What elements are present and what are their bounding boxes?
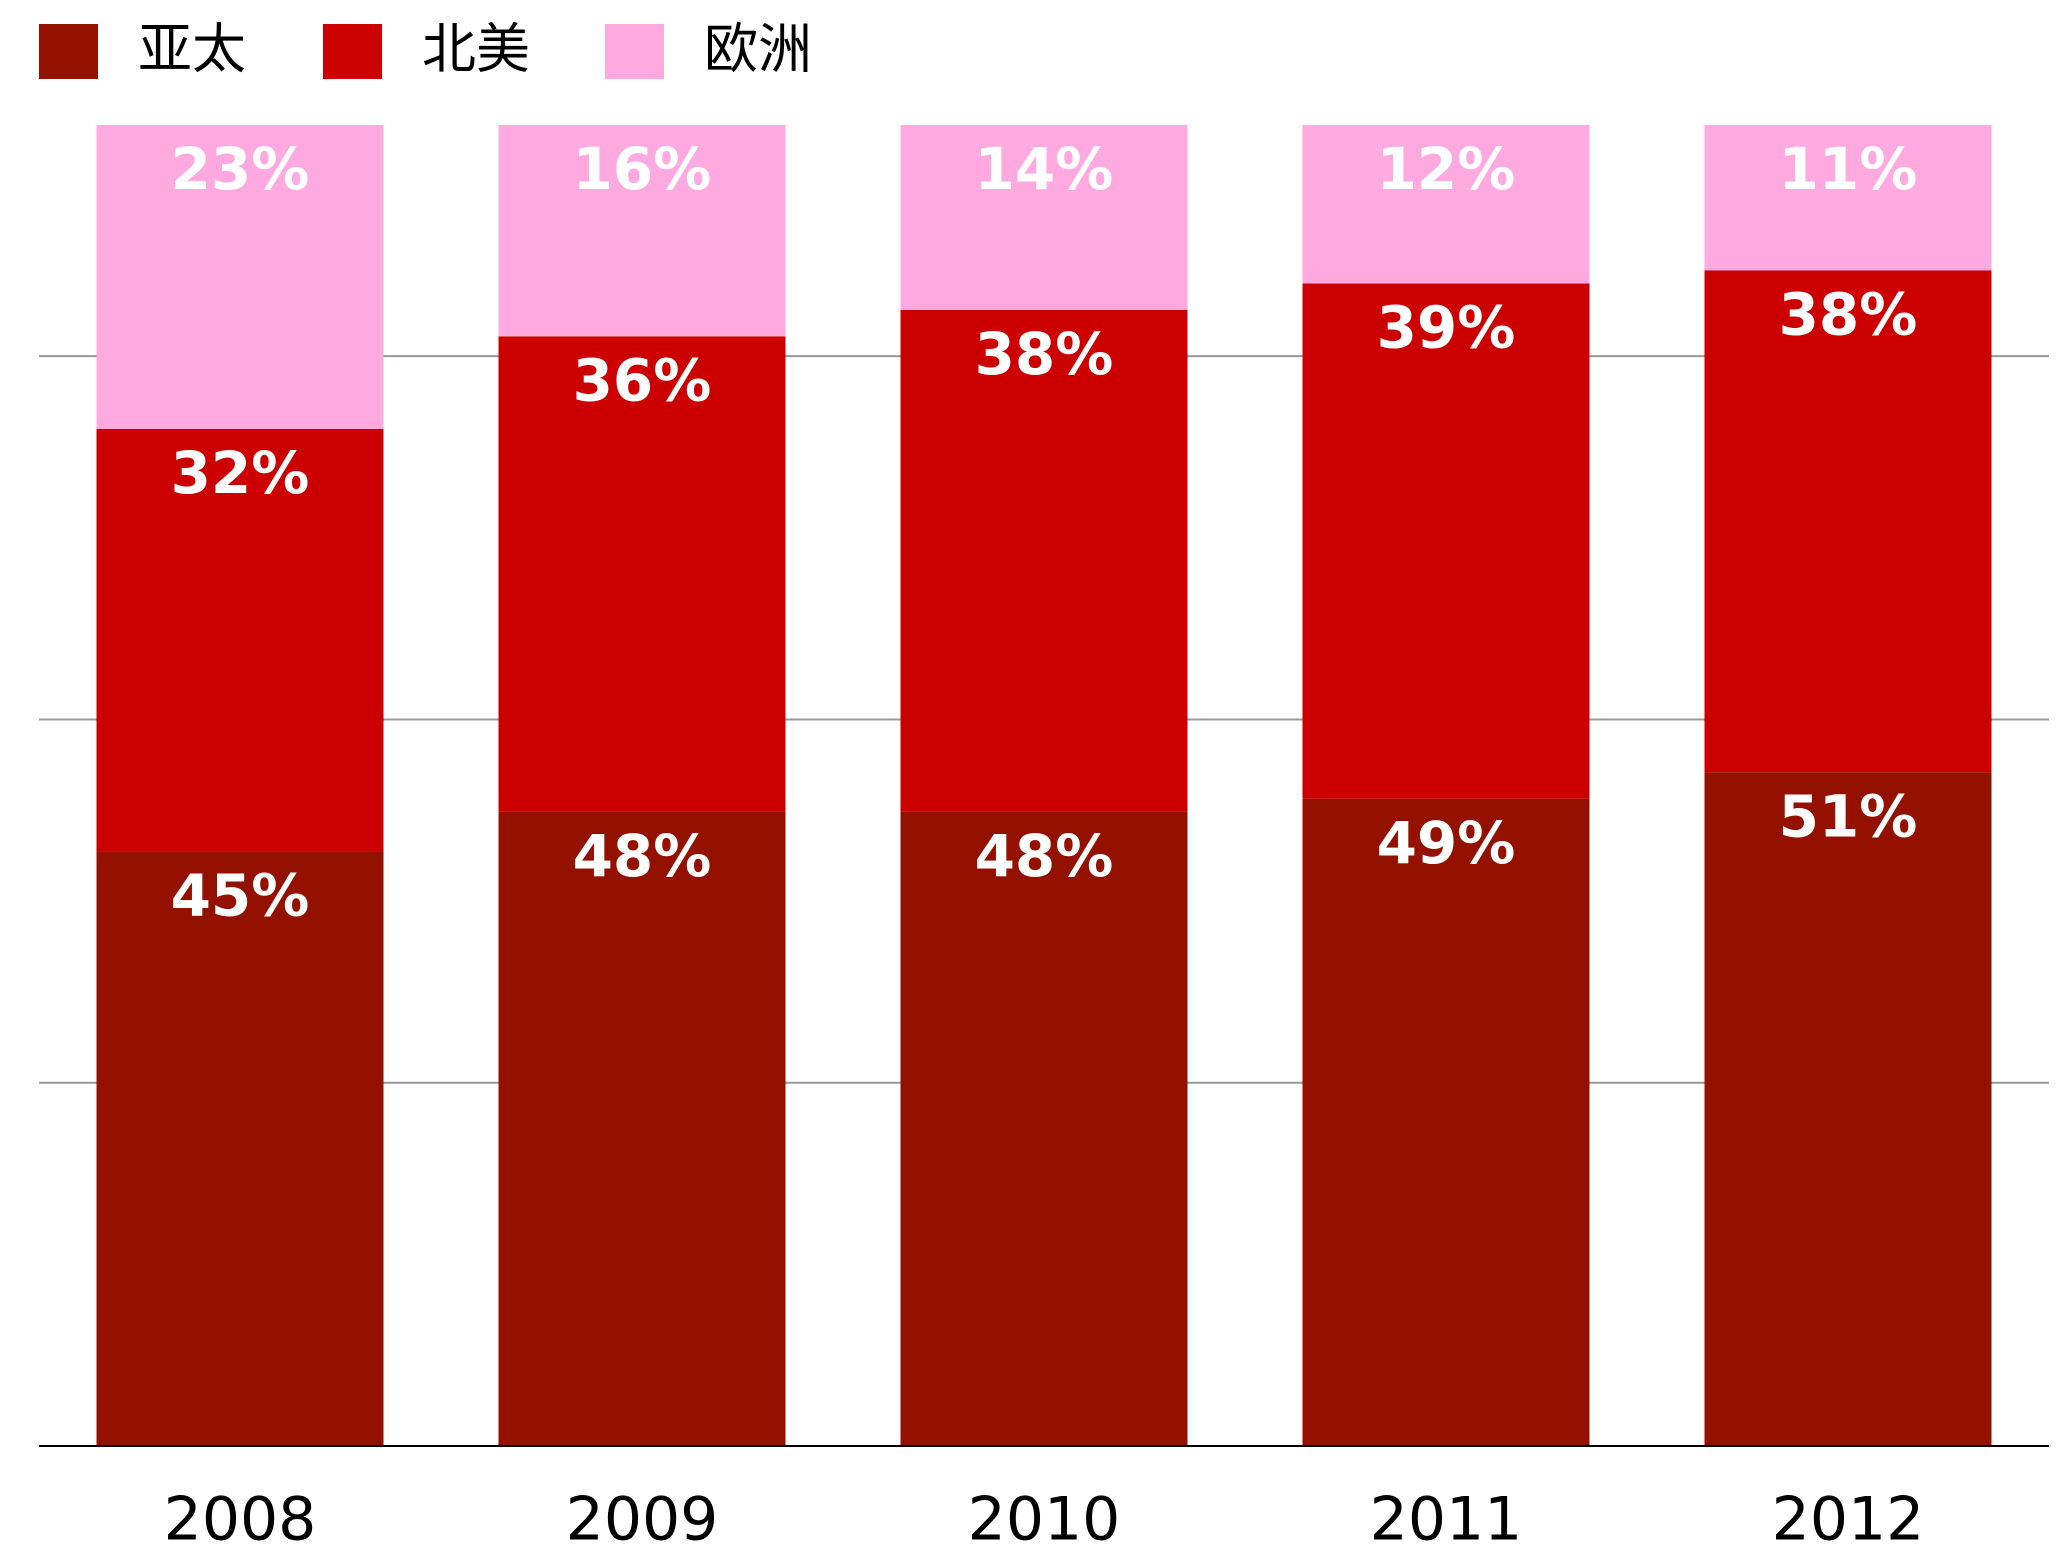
legend-swatch <box>39 24 98 79</box>
value-label: 32% <box>171 439 310 507</box>
value-label: 38% <box>975 320 1114 388</box>
bar-segment <box>900 309 1188 812</box>
value-label: 36% <box>573 346 712 414</box>
value-label: 11% <box>1779 135 1918 203</box>
legend-swatch <box>605 24 664 79</box>
bar-segment <box>96 851 384 1446</box>
bar-segment <box>1704 772 1992 1446</box>
legend-label: 北美 <box>422 18 530 81</box>
value-label: 14% <box>975 135 1114 203</box>
x-tick-label: 2008 <box>164 1485 317 1555</box>
x-tick-label: 2009 <box>566 1485 719 1555</box>
x-tick-label: 2012 <box>1772 1485 1925 1555</box>
bar-segment <box>1704 125 1992 271</box>
value-label: 48% <box>573 822 712 890</box>
value-label: 23% <box>171 135 310 203</box>
value-label: 48% <box>975 822 1114 890</box>
bar-segment <box>498 811 786 1446</box>
bar-segment <box>498 125 786 337</box>
bar-segment <box>1704 270 1992 773</box>
bar-segment <box>1302 283 1590 799</box>
value-label: 38% <box>1779 280 1918 348</box>
value-label: 12% <box>1377 135 1516 203</box>
bar-segment <box>900 811 1188 1446</box>
value-label: 45% <box>171 862 310 930</box>
value-label: 51% <box>1779 782 1918 850</box>
legend-label: 亚太 <box>138 18 246 81</box>
x-tick-label: 2011 <box>1370 1485 1523 1555</box>
bar-segment <box>900 125 1188 310</box>
legend-label: 欧洲 <box>704 18 812 81</box>
value-label: 39% <box>1377 294 1516 362</box>
bar-segment <box>1302 125 1590 284</box>
bar-segment <box>1302 798 1590 1446</box>
value-label: 16% <box>573 135 712 203</box>
bar-segment <box>498 336 786 812</box>
bar-segment <box>96 428 384 852</box>
value-label: 49% <box>1377 809 1516 877</box>
bar-segment <box>96 125 384 429</box>
legend-swatch <box>323 24 382 79</box>
x-tick-label: 2010 <box>968 1485 1121 1555</box>
